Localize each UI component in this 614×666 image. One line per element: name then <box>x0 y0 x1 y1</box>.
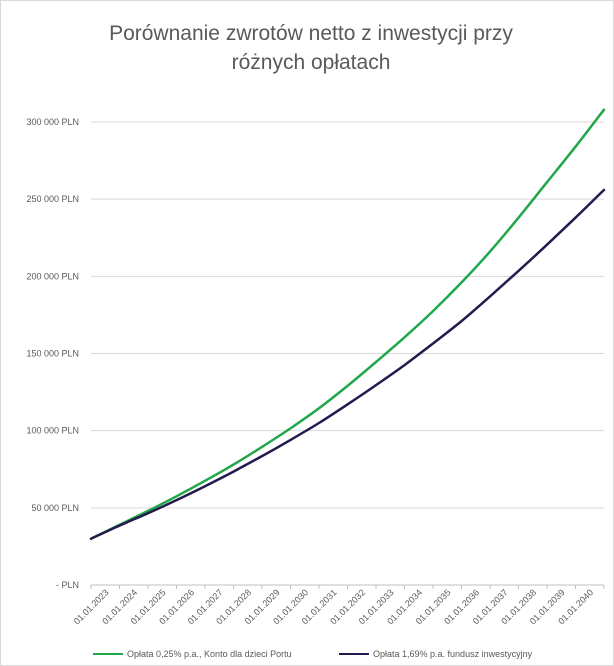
y-tick-label-5: 250 000 PLN <box>26 194 79 204</box>
chart-title: Porównanie zwrotów netto z inwestycji pr… <box>61 19 561 77</box>
chart-title-line-2: różnych opłatach <box>231 51 391 74</box>
legend-swatch-series-2 <box>339 653 369 655</box>
y-tick-label-6: 300 000 PLN <box>26 117 79 127</box>
chart-legend: Opłata 0,25% p.a., Konto dla dzieci Port… <box>1 649 613 663</box>
y-tick-label-1: 50 000 PLN <box>31 503 79 513</box>
y-tick-label-2: 100 000 PLN <box>26 426 79 436</box>
legend-label-series-1: Opłata 0,25% p.a., Konto dla dzieci Port… <box>127 649 292 659</box>
series-line-2 <box>89 188 606 540</box>
legend-swatch-series-1 <box>93 653 123 655</box>
legend-label-series-2: Opłata 1,69% p.a. fundusz inwestycyjny <box>373 649 533 659</box>
series-line-1 <box>89 108 606 540</box>
chart-title-line-1: Porównanie zwrotów netto z inwestycji pr… <box>109 22 513 45</box>
legend-item-series-2: Opłata 1,69% p.a. fundusz inwestycyjny <box>339 649 532 659</box>
y-tick-label-4: 200 000 PLN <box>26 271 79 281</box>
y-tick-label-0: - PLN <box>56 580 79 590</box>
legend-item-series-1: Opłata 0,25% p.a., Konto dla dzieci Port… <box>93 649 292 659</box>
y-tick-label-3: 150 000 PLN <box>26 349 79 359</box>
